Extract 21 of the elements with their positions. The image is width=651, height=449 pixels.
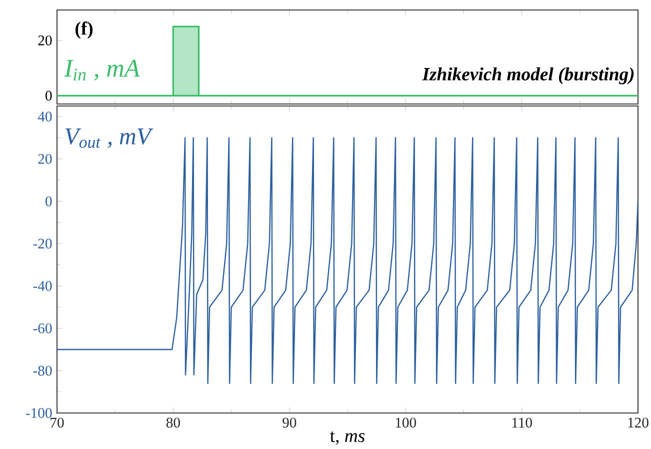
y-tick-label: -60 xyxy=(33,323,52,334)
x-axis-title: t, ms xyxy=(330,431,365,445)
y-axis-title: I$_{in}$ , mA xyxy=(64,60,140,80)
y-tick-label: 40 xyxy=(38,112,52,122)
y-tick-label: 20 xyxy=(38,154,52,164)
y-tick-label: -40 xyxy=(33,281,52,291)
y-tick-label: -100 xyxy=(26,408,52,418)
y-tick-label: 0 xyxy=(46,196,52,206)
annotation: (f) xyxy=(76,22,93,39)
annotation: Izhikevich model (bursting) xyxy=(422,67,634,84)
x-tick-label: 110 xyxy=(512,418,532,428)
y-axis-title: V$_{out}$ , mV xyxy=(65,128,154,148)
y-tick-label: 20 xyxy=(38,35,52,46)
y-tick-label: 0 xyxy=(46,90,52,101)
x-tick-label: 70 xyxy=(50,418,64,428)
y-tick-label: -20 xyxy=(33,238,52,249)
x-tick-label: 120 xyxy=(628,418,648,428)
x-tick-label: 80 xyxy=(166,418,180,428)
y-tick-label: -80 xyxy=(33,366,52,376)
x-tick-label: 100 xyxy=(396,418,416,428)
x-tick-label: 90 xyxy=(282,418,296,428)
